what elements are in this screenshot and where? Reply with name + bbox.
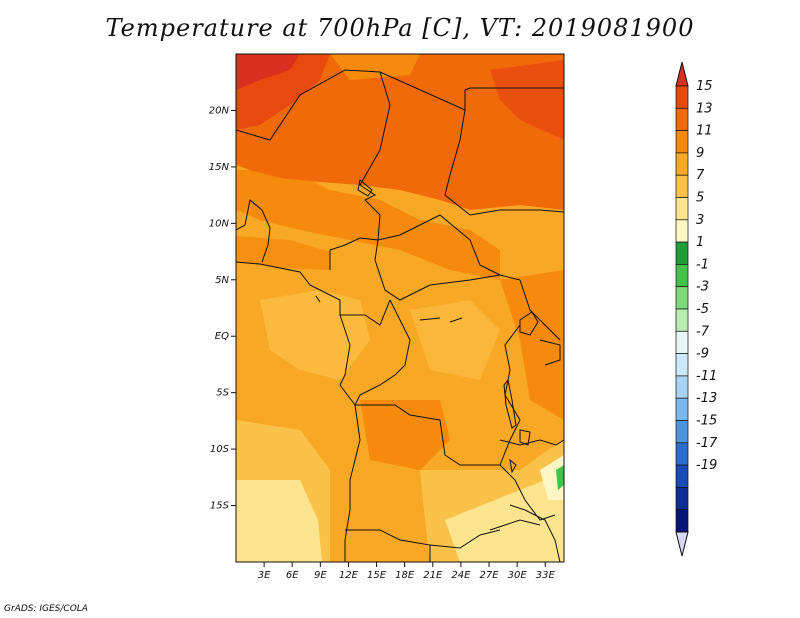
colorbar-label: 1: [696, 235, 704, 250]
colorbar-label: -17: [696, 436, 718, 451]
colorbar-label: 13: [696, 101, 713, 116]
colorbar-label: -19: [696, 458, 717, 473]
colorbar-label: -1: [696, 257, 709, 272]
colorbar-swatch: [675, 174, 689, 198]
lat-tick-label: EQ: [215, 331, 229, 342]
colorbar-swatch: [675, 152, 689, 176]
lon-tick-label: 21E: [423, 570, 443, 581]
lat-tick-label: 20N: [209, 105, 230, 116]
colorbar-swatch: [675, 286, 689, 310]
colorbar-swatch: [675, 442, 689, 466]
lat-tick-label: 5S: [216, 388, 229, 399]
colorbar-swatch: [675, 509, 689, 533]
lon-tick-label: 18E: [395, 570, 415, 581]
lon-tick-label: 3E: [258, 570, 271, 581]
lon-tick-label: 24E: [451, 570, 471, 581]
colorbar-swatch: [675, 130, 689, 154]
colorbar-label: 7: [696, 168, 705, 183]
lon-tick-label: 9E: [314, 570, 327, 581]
colorbar-label: 9: [696, 146, 704, 161]
colorbar-label: 3: [696, 213, 704, 228]
colorbar-swatch: [675, 330, 689, 354]
map-title: Temperature at 700hPa [C], VT: 201908190…: [105, 14, 695, 42]
latitude-axis: 20N 15N 10N 5N EQ 5S 10S 15S: [209, 105, 236, 512]
lon-tick-label: 30E: [508, 570, 528, 581]
lon-tick-label: 27E: [480, 570, 500, 581]
lat-tick-label: 5N: [215, 275, 229, 286]
colorbar-label: -11: [696, 369, 717, 384]
country-borders: [236, 69, 564, 562]
colorbar: 15 13 11 9 7 5 3 1 -1 -3 -5 -7 -9 -11 -13 -15 -17 -19: [675, 61, 718, 557]
lon-tick-label: 12E: [339, 570, 359, 581]
colorbar-label: -15: [696, 414, 717, 429]
lat-tick-label: 10N: [209, 218, 230, 229]
software-credit: GrADS: IGES/COLA: [4, 604, 88, 614]
colorbar-bottom-arrow: [675, 531, 689, 557]
map-frame: [235, 53, 565, 563]
colorbar-label: 5: [696, 191, 704, 206]
colorbar-swatch: [675, 308, 689, 332]
colorbar-label: 11: [696, 124, 713, 139]
colorbar-swatch: [675, 219, 689, 243]
colorbar-swatch: [675, 375, 689, 399]
colorbar-top-arrow: [675, 61, 689, 87]
colorbar-label: -9: [696, 347, 709, 362]
colorbar-swatch: [675, 264, 689, 288]
colorbar-swatch: [675, 241, 689, 265]
lat-tick-label: 15N: [209, 162, 230, 173]
colorbar-label: -3: [696, 280, 709, 295]
colorbar-swatch: [675, 464, 689, 488]
colorbar-swatch: [675, 197, 689, 221]
colorbar-swatch: [675, 85, 689, 109]
colorbar-swatch: [675, 107, 689, 131]
colorbar-swatch: [675, 353, 689, 377]
colorbar-swatch: [675, 487, 689, 511]
colorbar-label: -7: [696, 324, 710, 339]
lon-tick-label: 6E: [286, 570, 299, 581]
lon-tick-label: 15E: [367, 570, 387, 581]
temperature-field: [236, 54, 564, 562]
lake-outlines: [315, 179, 539, 474]
colorbar-swatch: [675, 420, 689, 444]
colorbar-label: -5: [696, 302, 709, 317]
colorbar-label: -13: [696, 391, 717, 406]
colorbar-label: 15: [696, 79, 713, 94]
lat-tick-label: 10S: [210, 444, 230, 455]
longitude-axis: 3E 6E 9E 12E 15E 18E 21E 24E 27E 30E 33E: [258, 562, 556, 581]
lon-tick-label: 33E: [536, 570, 556, 581]
colorbar-swatch: [675, 397, 689, 421]
lat-tick-label: 15S: [210, 501, 230, 512]
